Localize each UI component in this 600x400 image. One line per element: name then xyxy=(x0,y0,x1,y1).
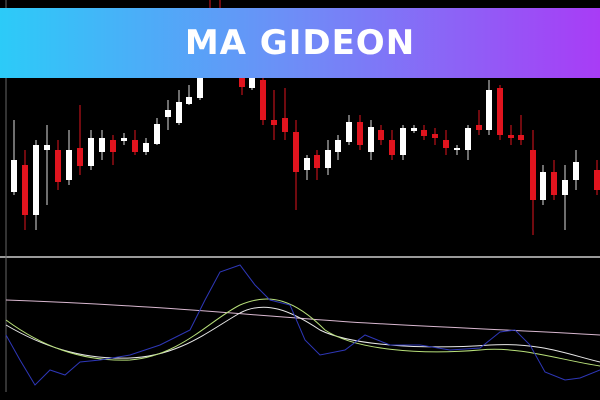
fast-ma xyxy=(5,298,600,367)
banner: MA GIDEON xyxy=(0,8,600,78)
candles xyxy=(11,0,600,235)
indicator-lines xyxy=(5,264,600,386)
slow-ma xyxy=(5,299,600,336)
price-line xyxy=(5,264,600,386)
banner-title: MA GIDEON xyxy=(184,23,416,63)
